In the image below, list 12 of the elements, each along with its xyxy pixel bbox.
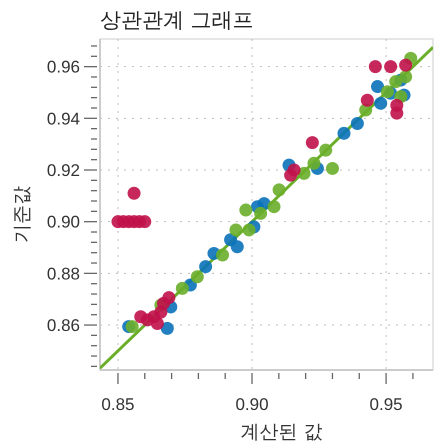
- chart-title: 상관관계 그래프: [100, 8, 254, 32]
- y-tick-label: 0.90: [46, 212, 80, 232]
- x-tick-label: 0.85: [101, 395, 135, 414]
- y-tick-label: 0.92: [46, 161, 80, 180]
- x-tick-label: 0.95: [370, 395, 403, 414]
- y-axis-title: 기준값: [11, 186, 33, 243]
- y-tick-label: 0.96: [46, 58, 80, 77]
- y-tick-label: 0.86: [46, 316, 80, 336]
- x-tick-label: 0.90: [235, 395, 269, 414]
- x-axis-title: 계산된 값: [240, 421, 323, 443]
- y-tick-label: 0.88: [46, 264, 80, 284]
- y-tick-label: 0.94: [46, 109, 80, 128]
